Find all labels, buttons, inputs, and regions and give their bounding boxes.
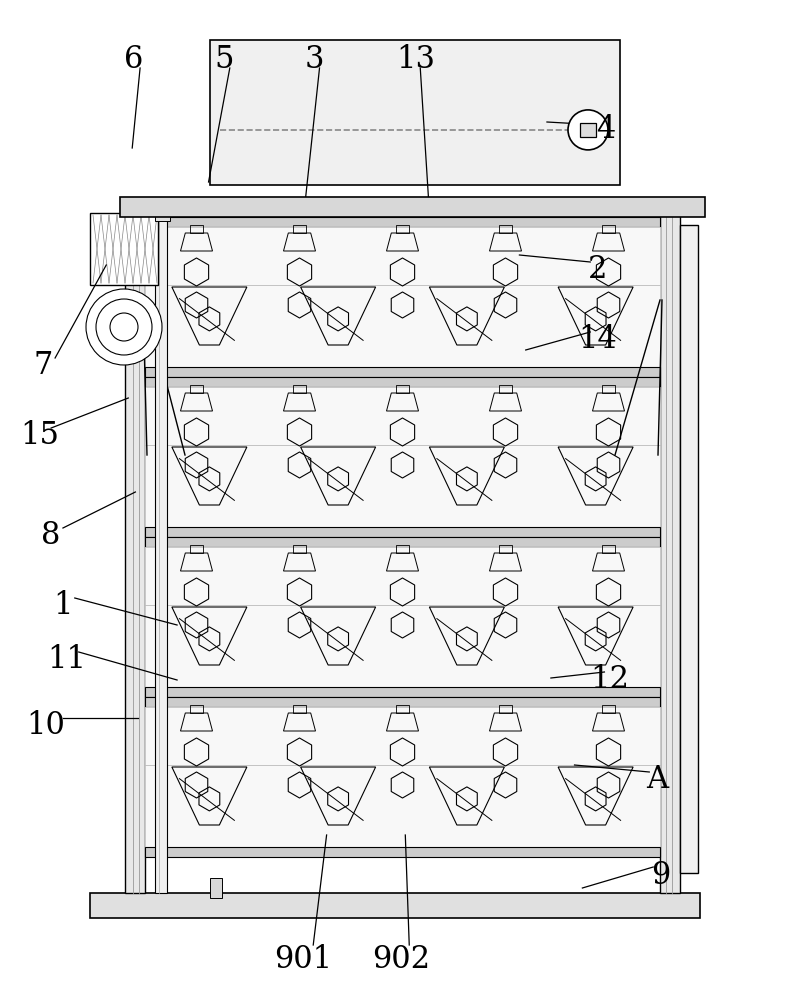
Text: 5: 5: [215, 44, 234, 76]
Text: 12: 12: [590, 664, 630, 696]
Bar: [145, 707, 660, 847]
Text: 13: 13: [396, 44, 435, 76]
Bar: [145, 687, 660, 697]
Bar: [145, 547, 660, 687]
Bar: [155, 205, 167, 893]
Bar: [145, 377, 660, 387]
Bar: [602, 545, 615, 553]
Bar: [145, 537, 660, 547]
Text: 901: 901: [274, 944, 332, 976]
Bar: [499, 385, 512, 393]
Bar: [396, 225, 409, 233]
Bar: [602, 705, 615, 713]
Bar: [145, 847, 660, 857]
Bar: [120, 197, 705, 217]
Bar: [145, 387, 660, 527]
Circle shape: [96, 299, 152, 355]
Bar: [145, 527, 660, 537]
Bar: [499, 545, 512, 553]
Bar: [293, 545, 306, 553]
Text: 10: 10: [26, 710, 65, 740]
Circle shape: [110, 313, 138, 341]
Bar: [90, 893, 700, 918]
Bar: [145, 367, 660, 377]
Text: 902: 902: [372, 944, 430, 976]
Text: 14: 14: [578, 324, 618, 356]
Text: 4: 4: [597, 114, 615, 145]
Bar: [155, 205, 170, 221]
Text: 15: 15: [20, 420, 59, 450]
Text: 11: 11: [47, 645, 87, 676]
Bar: [293, 225, 306, 233]
Bar: [580, 123, 596, 137]
Bar: [210, 40, 620, 185]
Bar: [680, 225, 698, 873]
Bar: [190, 705, 203, 713]
Bar: [190, 545, 203, 553]
Bar: [660, 205, 680, 893]
Bar: [396, 705, 409, 713]
Bar: [145, 227, 660, 367]
Bar: [293, 705, 306, 713]
Bar: [190, 385, 203, 393]
Text: 7: 7: [34, 350, 53, 380]
Text: A: A: [646, 764, 668, 796]
Bar: [190, 225, 203, 233]
Text: 3: 3: [305, 44, 324, 76]
Bar: [145, 697, 660, 707]
Bar: [145, 217, 660, 227]
Bar: [499, 705, 512, 713]
Bar: [210, 878, 222, 898]
Bar: [396, 385, 409, 393]
Bar: [499, 225, 512, 233]
Bar: [125, 205, 145, 893]
Text: 2: 2: [589, 254, 608, 286]
Bar: [293, 385, 306, 393]
Bar: [602, 385, 615, 393]
Circle shape: [568, 110, 608, 150]
Text: 8: 8: [42, 520, 61, 550]
Bar: [396, 545, 409, 553]
Bar: [602, 225, 615, 233]
Bar: [90, 213, 158, 285]
Text: 1: 1: [54, 589, 72, 620]
Circle shape: [86, 289, 162, 365]
Text: 6: 6: [124, 44, 143, 76]
Text: 9: 9: [652, 859, 671, 890]
